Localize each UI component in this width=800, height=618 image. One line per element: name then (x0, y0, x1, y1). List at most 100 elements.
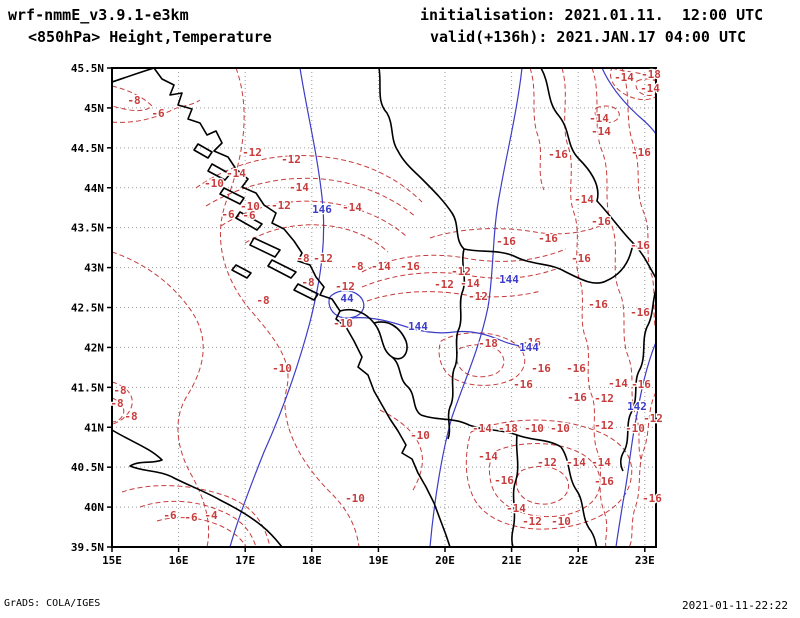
temperature-contour-line (621, 68, 656, 332)
temperature-contour-line (220, 68, 360, 547)
temperature-label: -12 (643, 412, 663, 425)
temperature-label: -14 (614, 71, 634, 84)
lon-tick-label: 23E (635, 554, 655, 567)
temperature-label: -14 (460, 277, 480, 290)
temperature-label: -12 (434, 278, 454, 291)
lat-tick-label: 43N (84, 262, 104, 275)
temperature-label: -12 (451, 265, 471, 278)
temperature-label: -16 (631, 378, 651, 391)
coastline-path (207, 163, 231, 181)
temperature-contour-line (529, 68, 545, 191)
lat-tick-label: 45N (84, 102, 104, 115)
temperature-contour-line (121, 485, 271, 547)
temperature-label: -12 (594, 419, 614, 432)
height-contour-line (229, 68, 325, 547)
coastline-path (373, 321, 408, 360)
temperature-label: -8 (301, 276, 314, 289)
coastline-path (235, 211, 263, 231)
temperature-contour-line (156, 517, 247, 547)
lat-tick-label: 43.5N (71, 222, 104, 235)
temperature-contour-line (561, 68, 608, 547)
lon-tick-label: 19E (368, 554, 388, 567)
lon-tick-label: 17E (235, 554, 255, 567)
coastline-path (112, 429, 283, 547)
lat-tick-label: 39.5N (71, 541, 104, 554)
coastline-path (153, 68, 451, 547)
temperature-label: -4 (204, 509, 218, 522)
lat-tick-label: 40.5N (71, 461, 104, 474)
coastline-path (293, 283, 319, 301)
temperature-label: -16 (642, 492, 662, 505)
temperature-label: -16 (531, 362, 551, 375)
coastline-path (420, 414, 562, 448)
temperature-label: -14 (566, 456, 586, 469)
lat-tick-label: 41N (84, 421, 104, 434)
axis-ticks (107, 67, 646, 552)
grid-lines (112, 68, 656, 547)
temperature-contour-line (244, 224, 389, 253)
temperature-label: -12 (537, 456, 557, 469)
creation-timestamp: 2021-01-11-22:22 (682, 599, 788, 612)
temperature-contour-line (139, 500, 257, 547)
temperature-contour-line (594, 105, 620, 123)
temperature-contour-line (112, 381, 133, 425)
temperature-label: -14 (589, 112, 609, 125)
coastline-path (378, 68, 465, 250)
coastline-path (219, 187, 245, 205)
initialisation-time: initialisation: 2021.01.11. 12:00 UTC (420, 6, 764, 24)
temperature-label: -14 (574, 193, 594, 206)
temperature-label: -6 (151, 107, 165, 120)
height-contour-line (328, 290, 365, 319)
temperature-label: -10 (240, 200, 260, 213)
temperature-label: -12 (335, 280, 355, 293)
temperature-label: -12 (313, 252, 333, 265)
temperature-label: -8 (113, 384, 126, 397)
lat-tick-label: 44.5N (71, 142, 104, 155)
temperature-label: -18 (641, 68, 661, 81)
coastline-path (511, 434, 519, 547)
temperature-label: -16 (513, 378, 533, 391)
level-variable-title: <850hPa> Height,Temperature (28, 28, 272, 46)
temperature-label: -14 (591, 125, 611, 138)
height-label: 44 (340, 292, 354, 305)
coastline-path (619, 287, 656, 472)
height-label: 144 (499, 273, 519, 286)
temperature-contour-line (465, 419, 633, 530)
temperature-label: -16 (566, 362, 586, 375)
temperature-label: -8 (127, 94, 140, 107)
temperature-contour-line (515, 466, 570, 505)
temperature-contour-line (361, 268, 557, 288)
temperature-label: -12 (468, 290, 488, 303)
temperature-contour-line (112, 99, 201, 123)
temperature-label: -14 (478, 450, 498, 463)
temperature-label: -10 (410, 429, 430, 442)
coastline-path (560, 446, 598, 547)
temperature-contour-line (456, 344, 505, 378)
lat-tick-label: 41.5N (71, 381, 104, 394)
temperature-contour-line (205, 177, 417, 218)
height-contours (229, 68, 656, 547)
coastline-path (112, 68, 155, 83)
temperature-label: -8 (124, 410, 137, 423)
temperature-contour-line (635, 78, 656, 96)
temperature-label: -10 (204, 177, 224, 190)
temperature-contours (112, 68, 656, 547)
temperature-label: -16 (631, 146, 651, 159)
temperature-label: -14 (289, 181, 309, 194)
temperature-label: -10 (345, 492, 365, 505)
lon-tick-label: 20E (435, 554, 455, 567)
coastline-borders (112, 68, 656, 547)
temperature-label: -12 (271, 199, 291, 212)
temperature-label: -14 (371, 260, 391, 273)
temperature-label: -10 (551, 515, 571, 528)
temperature-label: -16 (494, 474, 514, 487)
height-contour-line (615, 341, 656, 547)
lat-tick-label: 45.5N (71, 62, 104, 75)
temperature-label: -14 (608, 377, 628, 390)
temperature-label: -10 (524, 422, 544, 435)
coastline-path (249, 237, 281, 258)
temperature-label: -14 (226, 167, 246, 180)
temperature-contour-line (112, 85, 153, 112)
model-title: wrf-nmmE_v3.9.1-e3km (8, 6, 189, 24)
